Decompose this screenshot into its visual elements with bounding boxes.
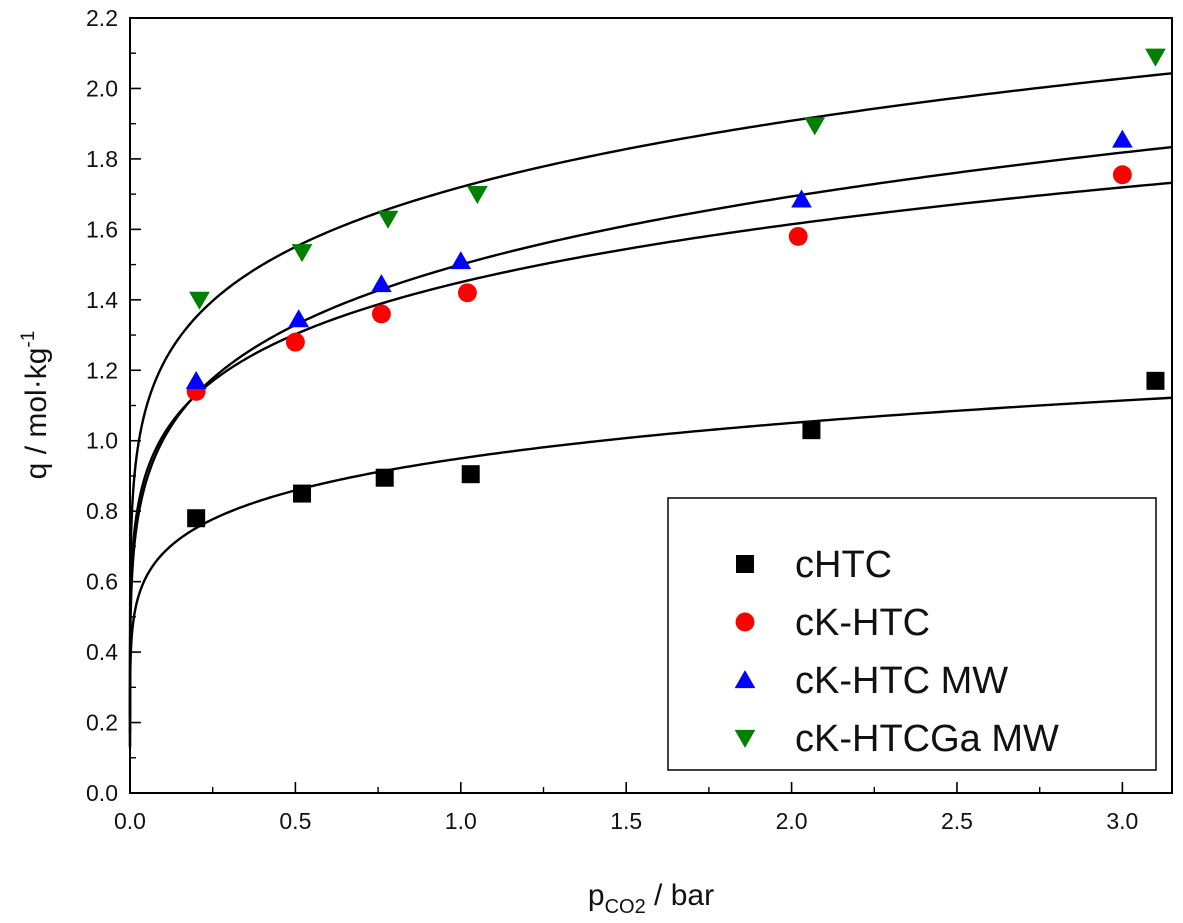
y-axis-title-sup: -1 [18,331,39,348]
point-ck-htc-mw [185,370,207,389]
axis-ticks: 0.0 0.5 1.0 1.5 2.0 2.5 3.0 0.0 0.2 0.4 0.6 0.8 1.0 1… [86,5,1138,834]
x-tick-label: 1.0 [445,808,477,834]
point-ck-htcga-mw [189,291,210,310]
fit-curve-chtc [128,396,1173,748]
point-chtc [293,484,312,503]
point-chtc [461,465,480,484]
point-ck-htcga-mw [466,186,488,205]
point-ck-htc-mw [288,309,310,328]
legend-items: cHTC cK-HTC cK-HTC MW cK-HTCGa MW [734,544,1059,760]
point-ck-htc-mw [450,251,472,270]
point-ck-htc [1112,165,1132,185]
x-axis-title: pCO2 / bar [588,879,714,918]
point-ck-htc-mw [1112,129,1133,148]
fit-curve-ck-htc [128,181,1173,733]
x-axis-title-main: p [588,879,605,912]
y-tick-label: 0.4 [86,639,118,665]
legend-label-ck-htc-mw: cK-HTC MW [795,660,1008,702]
fit-curve-ck-htcga-mw [128,72,1173,717]
legend-label-chtc: cHTC [795,544,892,586]
x-tick-label: 2.5 [941,808,973,834]
y-tick-label: 0.2 [86,710,118,736]
point-ck-htcga-mw [804,117,826,136]
point-ck-htc-mw [791,189,812,208]
legend-marker-chtc [736,555,754,573]
point-ck-htc [457,283,477,303]
legend-box [667,497,1157,771]
point-ck-htcga-mw [1145,48,1166,67]
y-tick-label: 0.0 [86,780,118,806]
point-chtc [1146,371,1165,390]
point-chtc [802,421,821,440]
legend-label-ck-htcga-mw: cK-HTCGa MW [795,718,1059,760]
x-tick-label: 0.5 [279,808,311,834]
point-ck-htc [285,332,305,352]
legend: cHTC cK-HTC cK-HTC MW cK-HTCGa MW [667,497,1157,771]
x-tick-label: 3.0 [1106,808,1138,834]
point-ck-htc [788,226,808,246]
y-tick-label: 1.6 [86,216,118,242]
y-tick-label: 1.0 [86,428,118,454]
x-tick-label: 1.5 [610,808,642,834]
data-markers [185,48,1166,528]
legend-marker-ck-htc [735,612,755,632]
y-tick-label: 2.2 [86,5,118,31]
fit-curves [128,72,1173,748]
y-tick-label: 1.8 [86,146,118,172]
point-chtc [187,509,206,528]
y-tick-label: 2.0 [86,75,118,101]
y-tick-label: 1.4 [86,287,118,313]
legend-marker-ck-htcga-mw [734,729,756,748]
fit-curve-ck-htc-mw [128,145,1173,746]
legend-marker-ck-htc-mw [734,670,756,689]
y-tick-label: 1.2 [86,357,118,383]
legend-label-ck-htc: cK-HTC [795,602,930,644]
x-axis-title-sub: CO2 [605,896,646,918]
point-ck-htc-mw [371,274,392,293]
point-ck-htcga-mw [291,244,313,263]
y-tick-label: 0.6 [86,569,118,595]
y-tick-label: 0.8 [86,498,118,524]
point-ck-htc [371,304,391,324]
x-tick-label: 2.0 [776,808,808,834]
point-ck-htcga-mw [377,210,399,229]
x-axis-title-rest: / bar [646,879,714,912]
point-chtc [375,468,394,487]
x-tick-label: 0.0 [114,808,146,834]
y-axis-title: q / mol·kg-1 [18,331,53,480]
y-axis-title-main: q / mol·kg [20,348,53,480]
